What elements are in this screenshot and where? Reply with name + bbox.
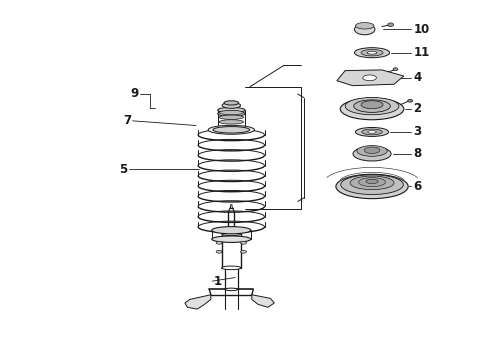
Text: 8: 8 <box>414 147 422 160</box>
Polygon shape <box>185 295 211 309</box>
Ellipse shape <box>408 99 413 102</box>
Ellipse shape <box>241 250 246 253</box>
Ellipse shape <box>368 131 376 133</box>
Ellipse shape <box>216 250 222 253</box>
Ellipse shape <box>218 111 245 116</box>
Text: 9: 9 <box>130 87 139 100</box>
Ellipse shape <box>222 103 241 108</box>
Ellipse shape <box>341 175 403 194</box>
Ellipse shape <box>218 107 245 113</box>
Ellipse shape <box>350 176 394 190</box>
Ellipse shape <box>212 236 251 242</box>
Text: 2: 2 <box>414 103 422 116</box>
Ellipse shape <box>366 179 378 184</box>
Polygon shape <box>252 295 274 307</box>
Ellipse shape <box>213 127 249 133</box>
Ellipse shape <box>219 111 244 115</box>
Ellipse shape <box>225 288 238 291</box>
Ellipse shape <box>354 48 390 58</box>
Ellipse shape <box>219 120 244 124</box>
Ellipse shape <box>354 100 391 112</box>
Text: 10: 10 <box>414 23 430 36</box>
Ellipse shape <box>364 147 380 153</box>
Text: 7: 7 <box>123 114 132 127</box>
Ellipse shape <box>221 266 241 270</box>
Ellipse shape <box>362 129 382 135</box>
Ellipse shape <box>393 68 398 71</box>
Ellipse shape <box>353 147 391 161</box>
Ellipse shape <box>219 115 244 120</box>
Ellipse shape <box>221 232 241 235</box>
Ellipse shape <box>367 51 377 54</box>
Ellipse shape <box>355 23 374 29</box>
Ellipse shape <box>340 98 404 120</box>
Ellipse shape <box>361 101 383 109</box>
Ellipse shape <box>357 145 387 156</box>
Text: 3: 3 <box>414 125 422 139</box>
Polygon shape <box>337 70 404 86</box>
Ellipse shape <box>359 178 386 186</box>
Ellipse shape <box>345 98 399 115</box>
Ellipse shape <box>212 226 251 234</box>
Ellipse shape <box>208 125 254 134</box>
Ellipse shape <box>363 75 376 81</box>
Ellipse shape <box>388 23 393 27</box>
Ellipse shape <box>336 174 408 199</box>
Ellipse shape <box>361 49 383 56</box>
Ellipse shape <box>216 241 222 244</box>
Ellipse shape <box>224 101 239 105</box>
Text: 6: 6 <box>414 180 422 193</box>
Ellipse shape <box>355 127 389 136</box>
Ellipse shape <box>241 241 246 244</box>
Ellipse shape <box>354 24 375 35</box>
Text: 5: 5 <box>120 163 128 176</box>
Text: 4: 4 <box>414 71 422 84</box>
Text: 1: 1 <box>213 275 221 288</box>
Text: 11: 11 <box>414 46 430 59</box>
